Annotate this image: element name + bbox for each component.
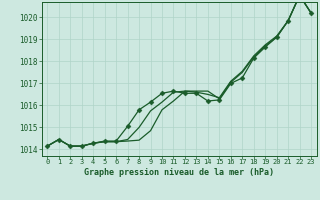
X-axis label: Graphe pression niveau de la mer (hPa): Graphe pression niveau de la mer (hPa): [84, 168, 274, 177]
